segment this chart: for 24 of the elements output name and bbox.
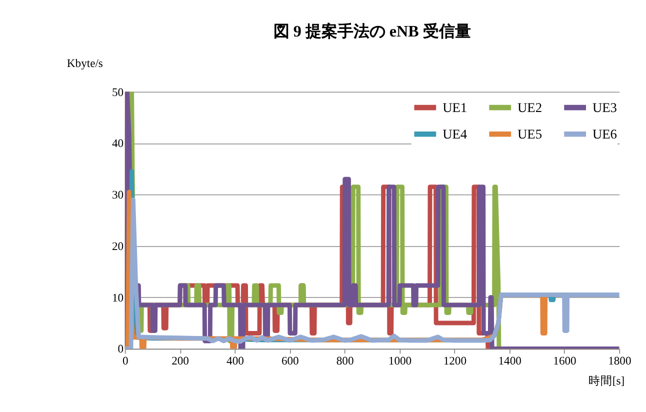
- y-tick-label: 50: [112, 86, 124, 99]
- x-tick-label: 1200: [443, 354, 467, 368]
- y-axis-title: Kbyte/s: [66, 56, 104, 70]
- chart-title: 図 9 提案手法の eNB 受信量: [273, 21, 471, 40]
- x-tick-label: 400: [226, 354, 244, 368]
- y-tick-label: 20: [112, 240, 124, 253]
- x-tick-label: 200: [172, 354, 190, 368]
- y-tick-label: 30: [112, 188, 124, 202]
- legend-label: UE2: [518, 100, 542, 116]
- y-tick-label: 0: [118, 342, 124, 356]
- y-tick-label: 10: [112, 291, 124, 304]
- x-tick-label: 1000: [388, 354, 412, 368]
- x-tick-label: 1600: [553, 354, 577, 368]
- y-tick-label: 40: [112, 137, 124, 150]
- legend-label: UE1: [442, 100, 468, 116]
- legend-label: UE3: [592, 100, 618, 116]
- x-tick-label: 1400: [498, 354, 522, 368]
- x-tick-label: 1800: [608, 354, 632, 368]
- legend-label: UE6: [592, 126, 618, 142]
- x-tick-label: 800: [336, 354, 354, 368]
- x-tick-label: 600: [281, 354, 300, 368]
- legend-label: UE5: [518, 126, 542, 142]
- x-axis-title: 時間[s]: [588, 374, 625, 388]
- legend-label: UE4: [442, 126, 468, 142]
